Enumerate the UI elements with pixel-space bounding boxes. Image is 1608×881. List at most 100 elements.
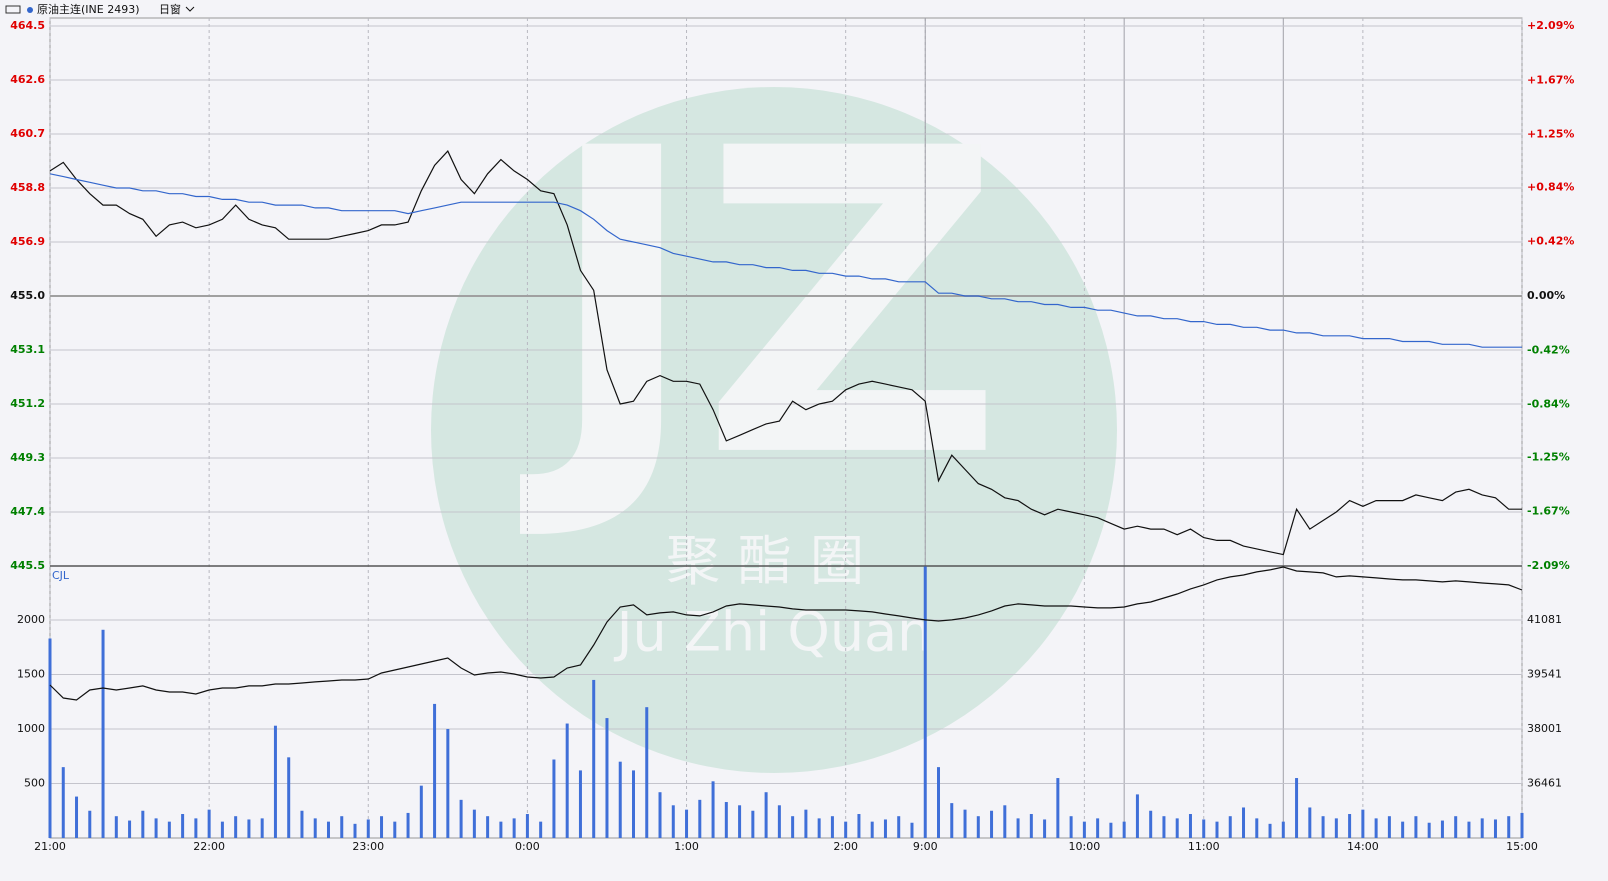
volume-bar bbox=[923, 566, 927, 838]
x-tick-label: 1:00 bbox=[674, 840, 699, 853]
y2-tick-label: -2.09% bbox=[1527, 559, 1570, 572]
volume-bar bbox=[1480, 818, 1484, 838]
volume-bar bbox=[618, 761, 622, 838]
volume-bar bbox=[1122, 821, 1126, 838]
y-tick-label: 2000 bbox=[17, 613, 45, 626]
volume-bar bbox=[194, 818, 198, 838]
volume-bar bbox=[446, 728, 450, 838]
y-tick-label: 460.7 bbox=[10, 127, 45, 140]
y2-tick-label: +2.09% bbox=[1527, 19, 1574, 32]
volume-bar bbox=[1440, 820, 1444, 838]
volume-bar bbox=[1281, 821, 1285, 838]
volume-bar bbox=[207, 809, 211, 838]
volume-bar bbox=[75, 796, 79, 838]
volume-bar bbox=[1374, 818, 1378, 838]
x-tick-label: 23:00 bbox=[352, 840, 384, 853]
volume-bar bbox=[1215, 821, 1219, 838]
volume-bar bbox=[685, 809, 689, 838]
volume-bar bbox=[1135, 794, 1139, 838]
volume-bar bbox=[764, 792, 768, 838]
volume-bar bbox=[181, 814, 185, 838]
volume-bar bbox=[88, 810, 92, 838]
link-icon[interactable] bbox=[5, 5, 21, 14]
volume-bar bbox=[1056, 778, 1060, 838]
volume-bar bbox=[976, 816, 980, 838]
volume-bar bbox=[791, 816, 795, 838]
volume-bar bbox=[631, 770, 635, 838]
volume-bar bbox=[565, 723, 569, 838]
volume-bar bbox=[1149, 810, 1153, 838]
volume-bar bbox=[1242, 807, 1246, 838]
y-tick-label: 500 bbox=[24, 776, 45, 789]
volume-bar bbox=[1109, 822, 1113, 838]
volume-bar bbox=[1454, 816, 1458, 838]
volume-bar bbox=[459, 799, 463, 838]
volume-bar bbox=[1096, 818, 1100, 838]
volume-bar bbox=[260, 818, 264, 838]
watermark-name-cn: 聚酯圈 bbox=[666, 530, 882, 593]
y2-tick-label: +0.42% bbox=[1527, 235, 1574, 248]
volume-bar bbox=[154, 818, 158, 838]
y-tick-label: 455.0 bbox=[10, 289, 45, 302]
x-tick-label: 11:00 bbox=[1188, 840, 1220, 853]
volume-bar bbox=[433, 703, 437, 838]
volume-bar bbox=[380, 816, 384, 838]
volume-bar bbox=[605, 718, 609, 838]
y-tick-label: 464.5 bbox=[10, 19, 45, 32]
volume-bar bbox=[1268, 823, 1272, 838]
volume-bar bbox=[1493, 819, 1497, 838]
volume-bar bbox=[1295, 778, 1299, 838]
symbol-dot bbox=[27, 7, 33, 13]
volume-bar bbox=[525, 814, 529, 838]
volume-bar bbox=[1334, 818, 1338, 838]
watermark-letters: JZ bbox=[517, 61, 1004, 550]
volume-bar bbox=[300, 810, 304, 838]
y-tick-label: 447.4 bbox=[10, 505, 45, 518]
volume-bar bbox=[645, 707, 649, 838]
volume-bar bbox=[777, 805, 781, 838]
volume-bar bbox=[1082, 821, 1086, 838]
volume-bar bbox=[1175, 818, 1179, 838]
volume-bar bbox=[486, 816, 490, 838]
volume-bar bbox=[804, 809, 808, 838]
symbol: 原油主连(INE 2493) bbox=[37, 2, 140, 16]
volume-bar bbox=[658, 792, 662, 838]
y-tick-label: 453.1 bbox=[10, 343, 45, 356]
volume-bar bbox=[1348, 814, 1352, 838]
price-line bbox=[49, 150, 1522, 556]
volume-bar bbox=[844, 821, 848, 838]
watermark: JZ 聚酯圈 Ju Zhi Quan bbox=[431, 61, 1117, 773]
volume-bar bbox=[539, 821, 543, 838]
volume-bar bbox=[353, 823, 357, 838]
volume-bar bbox=[1427, 822, 1431, 838]
x-tick-label: 10:00 bbox=[1069, 840, 1101, 853]
volume-bar bbox=[950, 803, 954, 838]
volume-bar bbox=[101, 629, 105, 838]
volume-bar bbox=[1016, 818, 1020, 838]
volume-bar bbox=[1321, 816, 1325, 838]
y2-tick-label: -0.84% bbox=[1527, 398, 1570, 411]
volume-bar bbox=[1401, 821, 1405, 838]
volume-bar bbox=[883, 819, 887, 838]
y-tick-label: 462.6 bbox=[10, 73, 45, 86]
volume-bar bbox=[220, 821, 224, 838]
volume-bar bbox=[937, 767, 941, 838]
volume-bar bbox=[711, 781, 715, 838]
volume-bar bbox=[1069, 816, 1073, 838]
volume-bar bbox=[1467, 821, 1471, 838]
volume-bar bbox=[61, 767, 65, 838]
period-chevron[interactable] bbox=[185, 6, 195, 12]
volume-bar bbox=[273, 725, 277, 838]
volume-bar bbox=[340, 816, 344, 838]
volume-bar bbox=[326, 821, 330, 838]
y-tick-label: 1500 bbox=[17, 667, 45, 680]
plot-area: 21:00 22:00 23:00 0:00 1:00 2:00 9:00 10:00 11:0… bbox=[10, 17, 1574, 853]
y-tick-label: 449.3 bbox=[10, 451, 45, 464]
volume-bar bbox=[419, 785, 423, 838]
volume-bar bbox=[578, 770, 582, 838]
volume-bar bbox=[592, 679, 596, 838]
volume-bar bbox=[751, 810, 755, 838]
period-select[interactable]: 日窗 bbox=[159, 2, 181, 16]
volume-bar bbox=[1202, 819, 1206, 838]
